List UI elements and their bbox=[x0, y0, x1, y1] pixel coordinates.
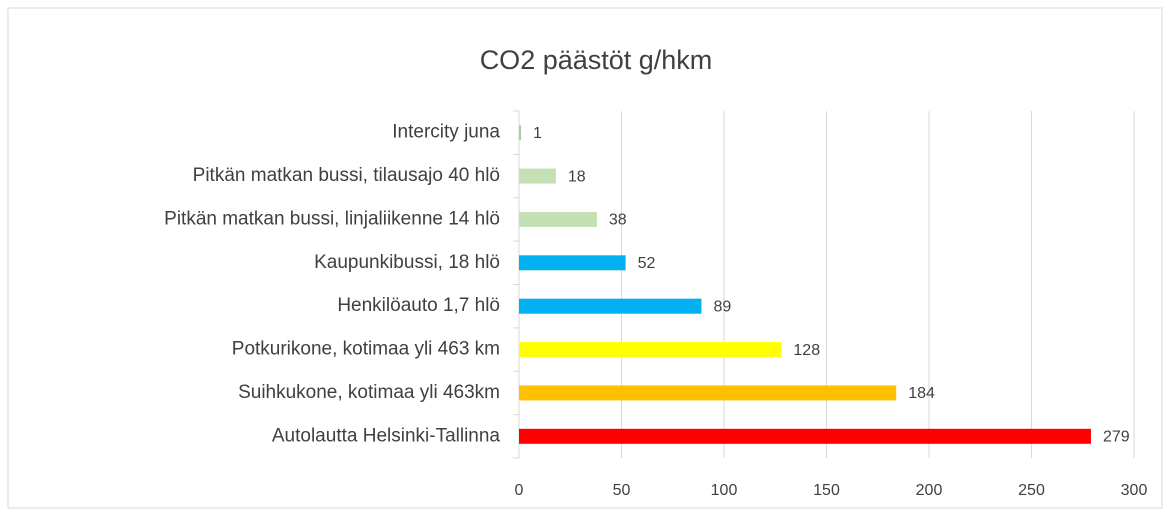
bar bbox=[519, 125, 522, 141]
bar bbox=[519, 385, 897, 401]
bar bbox=[519, 211, 597, 227]
chart-title: CO2 päästöt g/hkm bbox=[480, 45, 713, 75]
data-label: 1 bbox=[533, 125, 542, 142]
x-tick-label: 100 bbox=[711, 482, 738, 499]
data-label: 52 bbox=[638, 255, 656, 272]
data-label: 279 bbox=[1103, 429, 1130, 446]
x-tick-label: 250 bbox=[1018, 482, 1045, 499]
x-tick-label: 150 bbox=[813, 482, 840, 499]
bar bbox=[519, 342, 782, 358]
data-label: 184 bbox=[908, 385, 935, 402]
bar bbox=[519, 255, 626, 271]
bar bbox=[519, 428, 1091, 444]
y-tick-label: Autolautta Helsinki-Tallinna bbox=[272, 425, 501, 446]
bar bbox=[519, 298, 702, 314]
y-tick-label: Kaupunkibussi, 18 hlö bbox=[314, 252, 500, 273]
x-tick-label: 200 bbox=[916, 482, 943, 499]
y-tick-label: Pitkän matkan bussi, linjaliikenne 14 hl… bbox=[164, 208, 500, 229]
data-label: 128 bbox=[793, 342, 820, 359]
data-label: 89 bbox=[713, 298, 731, 315]
x-tick-label: 50 bbox=[613, 482, 631, 499]
y-tick-label: Pitkän matkan bussi, tilausajo 40 hlö bbox=[193, 165, 500, 186]
data-label: 18 bbox=[568, 168, 586, 185]
x-tick-label: 300 bbox=[1121, 482, 1148, 499]
y-tick-label: Suihkukone, kotimaa yli 463km bbox=[238, 382, 500, 403]
y-tick-label: Intercity juna bbox=[392, 122, 500, 143]
bar bbox=[519, 168, 556, 184]
y-tick-label: Henkilöauto 1,7 hlö bbox=[337, 295, 500, 316]
x-tick-label: 0 bbox=[515, 482, 524, 499]
y-tick-label: Potkurikone, kotimaa yli 463 km bbox=[232, 339, 500, 360]
data-label: 38 bbox=[609, 212, 627, 229]
